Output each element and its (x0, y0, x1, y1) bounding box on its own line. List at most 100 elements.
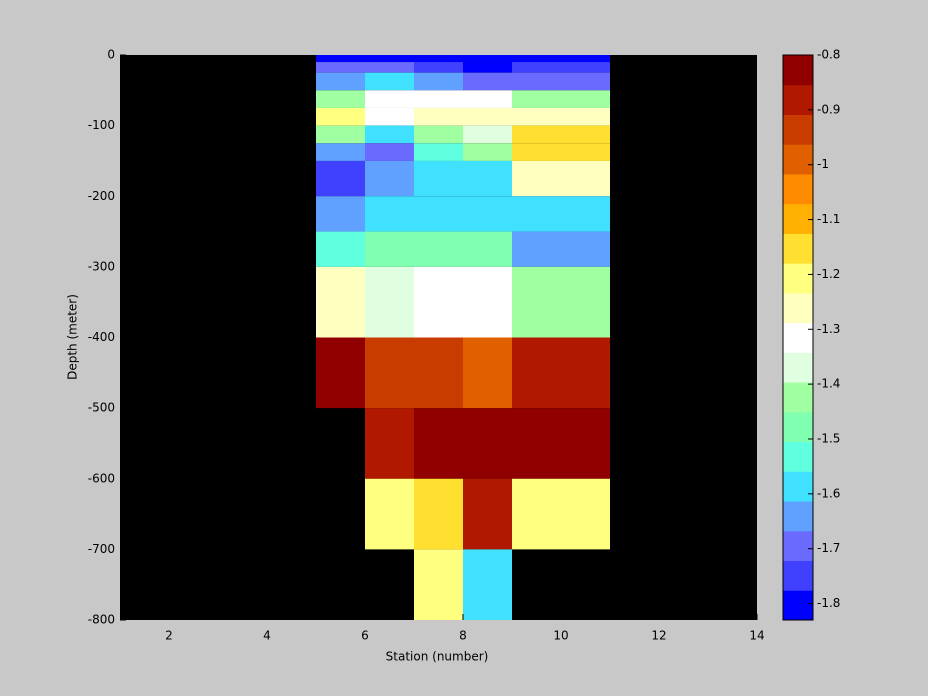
heat-cell (414, 549, 463, 620)
heat-cell (512, 62, 610, 73)
colorbar-segment (783, 471, 813, 502)
y-tick-label: -400 (88, 330, 115, 344)
heat-cell (414, 337, 463, 409)
colorbar-segment (783, 233, 813, 264)
heat-cell (365, 196, 414, 232)
heat-cell (316, 107, 365, 126)
heat-cell (463, 55, 512, 63)
heat-cell (316, 196, 365, 232)
colorbar-frame (782, 54, 814, 621)
colorbar-tick-label: -1.2 (817, 267, 840, 281)
heat-cell (512, 266, 610, 338)
heat-cell (414, 90, 463, 108)
colorbar-segment (783, 501, 813, 532)
heat-cell (316, 90, 365, 108)
heat-cell (414, 62, 463, 73)
heat-cell (463, 160, 512, 197)
colorbar-tick-label: -1.6 (817, 486, 840, 500)
colorbar-segment (783, 263, 813, 294)
x-axis-label: Station (number) (386, 650, 489, 664)
x-tick-label: 12 (651, 629, 666, 643)
heat-cell (414, 408, 463, 479)
heat-cell (463, 107, 512, 126)
colorbar-segment (783, 382, 813, 413)
heat-cell (512, 231, 610, 267)
heat-cell (512, 196, 610, 232)
colorbar-segment (783, 144, 813, 175)
heat-cell (463, 337, 512, 409)
heat-cell (316, 72, 365, 91)
heat-cell (316, 55, 365, 63)
heat-cell (316, 266, 365, 338)
heat-cell (463, 231, 512, 267)
heat-cell (365, 62, 414, 73)
heat-cell (316, 62, 365, 73)
heat-cell (463, 478, 512, 550)
heat-cell (316, 231, 365, 267)
colorbar-segment (783, 590, 813, 621)
heat-cell (463, 62, 512, 73)
colorbar-segment (783, 203, 813, 234)
colorbar-segment (783, 530, 813, 562)
colorbar-segment (783, 322, 813, 353)
colorbar-tick-label: -1.3 (817, 322, 840, 336)
colorbar-segment (783, 84, 813, 115)
heat-cell (463, 266, 512, 338)
heat-cell (365, 55, 414, 63)
heat-cell (512, 125, 610, 144)
heat-cell (365, 231, 414, 267)
heat-cell (414, 72, 463, 91)
heat-cell (512, 90, 610, 108)
heat-cell (512, 72, 610, 91)
colorbar-segment (783, 292, 813, 324)
y-tick-label: 0 (107, 48, 115, 62)
heat-cell (316, 143, 365, 161)
heat-cell (316, 337, 365, 409)
colorbar-segment (783, 441, 813, 472)
y-tick-label: -300 (88, 259, 115, 273)
y-tick-label: -100 (88, 118, 115, 132)
colorbar-tick-label: -1.4 (817, 377, 840, 391)
colorbar-tick-label: -1.1 (817, 212, 840, 226)
heat-cell (414, 107, 463, 126)
x-tick-label: 8 (459, 629, 467, 643)
heat-cell (365, 125, 414, 144)
heat-cell (414, 231, 463, 267)
colorbar-tick-label: -0.8 (817, 48, 840, 62)
heat-cell (512, 55, 610, 63)
colorbar-segment (783, 55, 813, 86)
colorbar-tick-label: -0.9 (817, 102, 840, 116)
heat-cell (414, 125, 463, 144)
colorbar-segment (783, 114, 813, 145)
colorbar-segment (783, 352, 813, 383)
heat-cell (512, 143, 610, 161)
colorbar-tick-label: -1.5 (817, 431, 840, 445)
heat-cell (414, 196, 463, 232)
heat-cell (463, 196, 512, 232)
heat-cell (365, 337, 414, 409)
x-tick-label: 6 (361, 629, 369, 643)
colorbar-tick-label: -1.7 (817, 541, 840, 555)
colorbar-segment (783, 560, 813, 591)
heat-cell (365, 143, 414, 161)
heat-cell (512, 107, 610, 126)
x-tick-label: 14 (749, 629, 764, 643)
heat-cell (463, 72, 512, 91)
heat-cell (365, 160, 414, 197)
y-tick-label: -600 (88, 471, 115, 485)
y-tick-label: -800 (88, 613, 115, 627)
x-tick-label: 10 (553, 629, 568, 643)
colorbar-segment (783, 411, 813, 443)
heat-cell (512, 337, 610, 409)
heat-cell (316, 160, 365, 197)
heat-cell (365, 90, 414, 108)
heat-cell (512, 478, 610, 550)
heat-cell (365, 266, 414, 338)
heat-cell (414, 160, 463, 197)
heat-cell (414, 143, 463, 161)
heat-cell (463, 408, 512, 479)
heat-cell (463, 549, 512, 620)
y-tick-label: -500 (88, 401, 115, 415)
heat-cell (365, 478, 414, 550)
heat-cell (365, 107, 414, 126)
